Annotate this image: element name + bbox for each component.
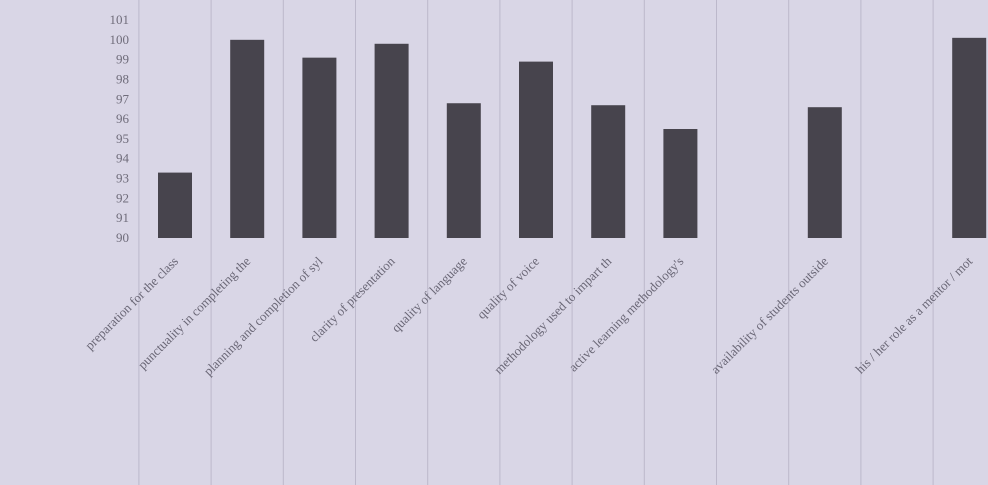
x-tick-label: his / her role as a mentor / mot	[852, 253, 975, 376]
bar	[230, 39, 265, 239]
y-tick-label: 92	[116, 190, 129, 205]
y-tick-label: 101	[110, 12, 130, 27]
grid-layer	[138, 0, 934, 485]
bar	[158, 172, 192, 238]
x-tick-label: availability of students outside	[708, 253, 831, 376]
x-tick-label: planning and completion of syl	[201, 253, 326, 378]
y-tick-label: 98	[116, 71, 129, 86]
x-tick-label: active learning methodology's	[566, 254, 687, 375]
y-tick-label: 99	[116, 52, 129, 67]
bar	[591, 105, 626, 238]
x-tick-label: methodology used to impart th	[491, 253, 615, 377]
y-tick-label: 96	[116, 111, 130, 126]
y-tick-label: 93	[116, 171, 129, 186]
bar	[374, 43, 409, 239]
bar	[519, 61, 553, 239]
y-tick-label: 91	[116, 210, 129, 225]
x-tick-label: quality of voice	[474, 253, 542, 321]
bar	[952, 37, 987, 238]
y-axis-ticks: 90 91 92 93 94 95 96 97 98 99 100 101	[110, 12, 130, 245]
y-tick-label: 95	[116, 131, 129, 146]
y-tick-label: 94	[116, 151, 130, 166]
y-tick-label: 90	[116, 230, 129, 245]
bar	[302, 57, 337, 239]
bar	[663, 129, 698, 238]
x-tick-label: quality of language	[388, 253, 470, 335]
y-tick-label: 97	[116, 91, 130, 106]
y-tick-label: 100	[110, 32, 130, 47]
bar	[446, 103, 481, 239]
bar	[807, 107, 842, 238]
bars	[158, 37, 987, 239]
